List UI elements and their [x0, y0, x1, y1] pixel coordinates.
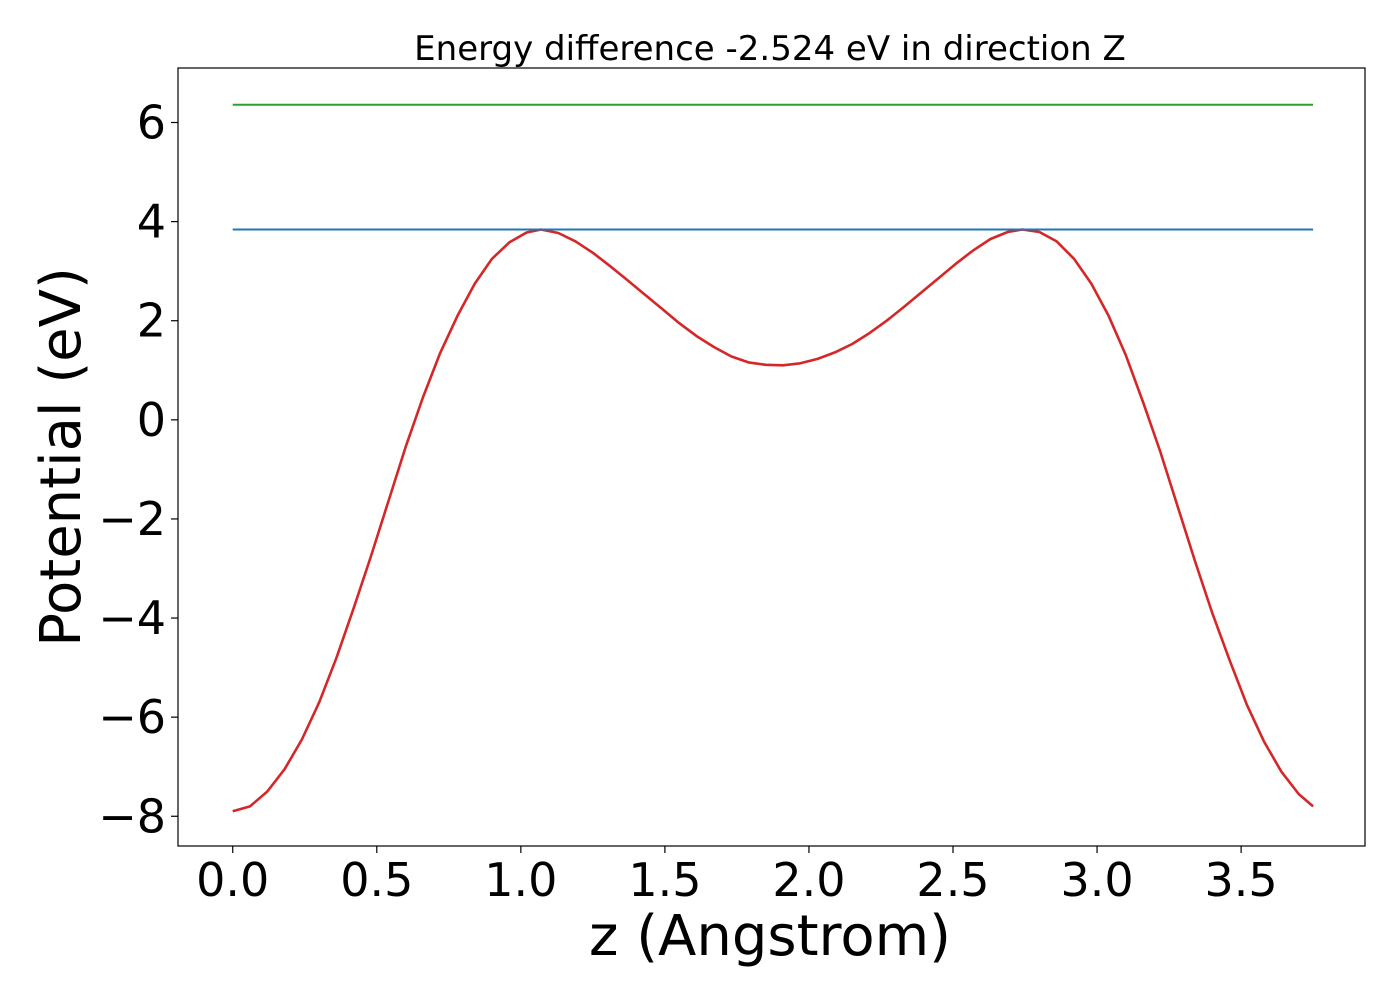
x-tick-label: 1.5 — [628, 853, 701, 907]
x-tick-label: 2.5 — [916, 853, 989, 907]
x-tick-label: 0.0 — [196, 853, 269, 907]
plot-frame — [177, 67, 1366, 847]
y-tick-label: −6 — [98, 690, 166, 744]
y-tick-label: 0 — [137, 393, 166, 447]
y-axis-ticks: −8 −6 −4 −2 0 2 4 6 — [98, 96, 178, 843]
plot-area — [232, 103, 1314, 813]
x-axis-ticks: 0.0 0.5 1.0 1.5 2.0 2.5 3.0 3.5 — [196, 846, 1278, 907]
y-tick-label: −2 — [98, 492, 166, 546]
series-line-0 — [232, 228, 1314, 813]
x-tick-label: 1.0 — [484, 853, 557, 907]
y-tick-label: −8 — [98, 789, 166, 843]
x-axis-label: z (Angstrom) — [589, 904, 951, 969]
x-tick-label: 3.5 — [1205, 853, 1278, 907]
x-tick-label: 3.0 — [1060, 853, 1133, 907]
y-tick-label: 2 — [137, 294, 166, 348]
x-tick-label: 2.0 — [772, 853, 845, 907]
chart-title: Energy difference -2.524 eV in direction… — [414, 29, 1126, 69]
y-tick-label: 4 — [137, 195, 166, 249]
y-axis-label: Potential (eV) — [29, 267, 94, 647]
y-tick-label: −4 — [98, 591, 166, 645]
y-tick-label: 6 — [137, 96, 166, 150]
x-tick-label: 0.5 — [340, 853, 413, 907]
